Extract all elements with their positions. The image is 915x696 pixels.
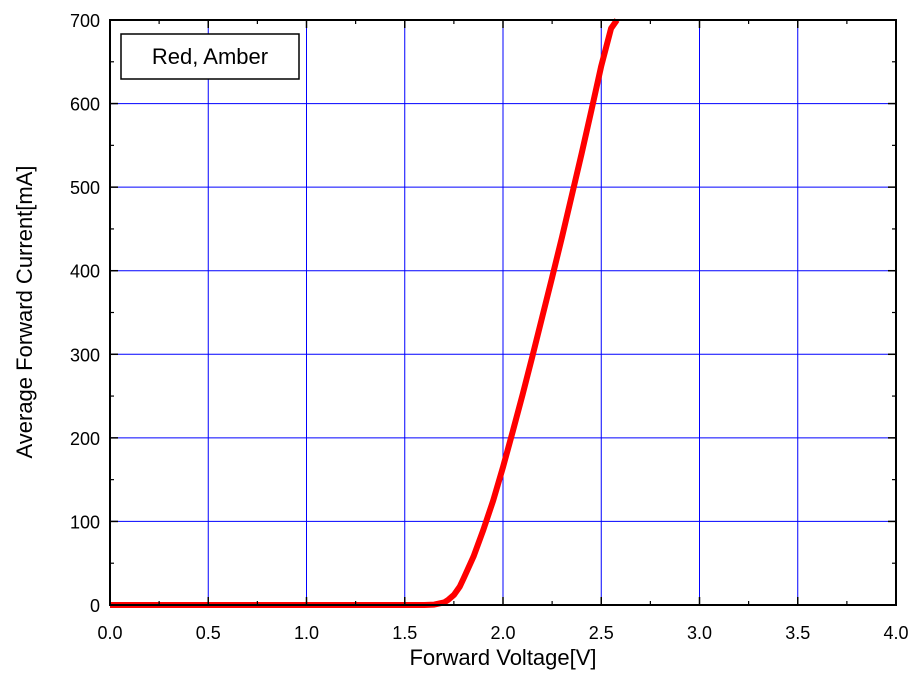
x-tick-label: 2.0 <box>490 623 515 643</box>
y-axis-title: Average Forward Current[mA] <box>12 165 37 458</box>
x-tick-labels: 0.0 0.5 1.0 1.5 2.0 2.5 3.0 3.5 4.0 <box>97 623 908 643</box>
x-axis-title: Forward Voltage[V] <box>409 645 596 670</box>
tick-marks <box>109 19 897 606</box>
y-tick-label: 200 <box>70 429 100 449</box>
legend-entry-red-amber: Red, Amber <box>152 44 268 69</box>
x-tick-label: 4.0 <box>883 623 908 643</box>
y-tick-label: 500 <box>70 178 100 198</box>
y-tick-label: 300 <box>70 345 100 365</box>
y-tick-label: 0 <box>90 596 100 616</box>
legend-box <box>120 33 300 80</box>
y-tick-labels: 0 100 200 300 400 500 600 700 <box>70 11 100 616</box>
legend: Red, Amber <box>120 33 300 80</box>
x-tick-label: 2.5 <box>589 623 614 643</box>
x-tick-label: 0.5 <box>196 623 221 643</box>
x-tick-label: 1.5 <box>392 623 417 643</box>
x-tick-label: 0.0 <box>97 623 122 643</box>
x-tick-label: 1.0 <box>294 623 319 643</box>
x-tick-label: 3.5 <box>785 623 810 643</box>
grid-lines <box>110 20 896 605</box>
x-tick-label: 3.0 <box>687 623 712 643</box>
y-tick-label: 700 <box>70 11 100 31</box>
y-tick-label: 100 <box>70 512 100 532</box>
y-tick-label: 600 <box>70 95 100 115</box>
y-tick-label: 400 <box>70 262 100 282</box>
